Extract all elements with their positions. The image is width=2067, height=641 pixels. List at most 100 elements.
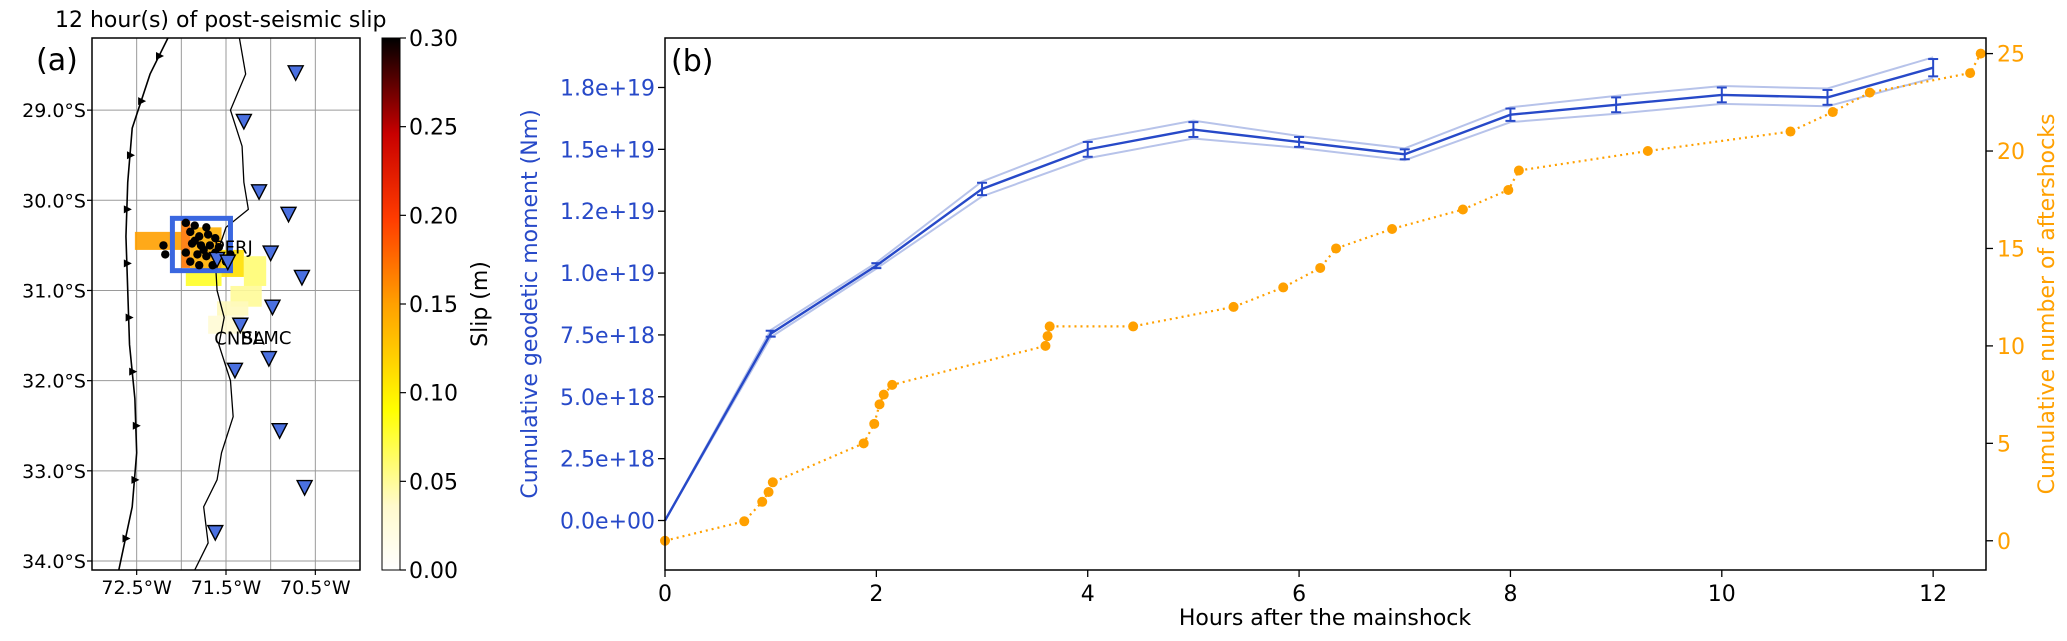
aftershock-count-point xyxy=(1387,223,1398,234)
y-left-tick-label: 5.0e+18 xyxy=(560,386,655,411)
aftershock-count-point xyxy=(1503,185,1514,195)
aftershock-count-point xyxy=(1513,165,1524,176)
slip-patch xyxy=(185,272,222,286)
aftershock-count-point xyxy=(1044,321,1055,332)
gnss-station-icon xyxy=(226,362,244,380)
aftershock-count-point xyxy=(763,487,774,498)
plot-b-ticks: 0 2 4 6 8 10 12 0.0e+00 2.5e+18 5.0e+18 7.5e+18 1.0… xyxy=(560,43,2025,607)
x-tick-label: 12 xyxy=(1919,582,1947,607)
aftershock-point xyxy=(159,241,168,250)
trench-tooth xyxy=(122,534,131,543)
gnss-station-icon xyxy=(231,317,249,335)
aftershock-point xyxy=(199,245,208,255)
aftershock-count-point xyxy=(1228,301,1239,312)
gnss-station-icon xyxy=(206,524,224,542)
gnss-station-icon xyxy=(293,269,311,287)
aftershock-point xyxy=(203,230,213,239)
lat-tick-label: 33.0°S xyxy=(22,461,86,483)
y-right-tick-label: 10 xyxy=(1997,335,2025,360)
aftershock-point xyxy=(205,241,215,250)
gnss-station-icon xyxy=(235,113,253,131)
gnss-station-icon xyxy=(287,65,305,82)
y-right-tick-label: 0 xyxy=(1997,530,2011,555)
aftershock-count-point xyxy=(1315,262,1326,273)
station-label: SLMC xyxy=(242,328,292,349)
y-right-tick-label: 15 xyxy=(1997,237,2025,262)
station-label: PFRJ xyxy=(214,238,253,259)
aftershock-point xyxy=(186,227,195,237)
colorbar-label: Slip (m) xyxy=(468,261,493,347)
trench-tooth xyxy=(138,97,147,106)
aftershock-point xyxy=(190,236,199,246)
x-tick-label: 2 xyxy=(869,582,883,607)
lat-tick-label: 31.0°S xyxy=(22,280,86,302)
aftershock-count-line xyxy=(664,53,1982,542)
aftershock-count-point xyxy=(858,438,869,449)
gnss-station-icon xyxy=(263,299,282,317)
aftershock-point xyxy=(195,261,204,270)
aftershock-count-point xyxy=(1040,340,1051,351)
trench-tooth xyxy=(156,52,164,61)
lon-tick-label: 71.5°W xyxy=(191,577,262,599)
map-ticks: 72.5°W 71.5°W 70.5°W 29.0°S 30.0°S 31.0°S 32.0… xyxy=(22,100,351,599)
y-right-tick-label: 25 xyxy=(1997,43,2025,68)
trench-tooth xyxy=(132,421,141,430)
lat-tick-label: 34.0°S xyxy=(22,551,86,573)
y-left-tick-label: 1.8e+19 xyxy=(560,76,655,101)
trench-tooth xyxy=(123,205,132,214)
lat-tick-label: 29.0°S xyxy=(22,100,86,122)
y-left-tick-label: 7.5e+18 xyxy=(560,324,655,349)
x-tick-label: 6 xyxy=(1292,582,1306,607)
lon-tick-label: 72.5°W xyxy=(101,577,172,599)
plot-b-background xyxy=(665,38,1986,570)
plot-b-area xyxy=(665,38,1986,570)
y-axis-left-label: Cumulative geodetic moment (Nm) xyxy=(518,109,543,498)
y-right-tick-label: 5 xyxy=(1997,432,2011,457)
colorbar-tick-label: 0.10 xyxy=(409,382,458,407)
aftershock-count-point xyxy=(1975,48,1986,59)
rupture-outline xyxy=(169,215,233,274)
aftershock-point xyxy=(202,223,211,232)
aftershock-count-point xyxy=(869,418,880,429)
x-tick-label: 0 xyxy=(658,582,672,607)
aftershock-count-point xyxy=(757,496,768,507)
aftershock-point xyxy=(193,250,202,259)
trench-tooth xyxy=(131,475,140,484)
x-axis-label: Hours after the mainshock xyxy=(1179,606,1472,631)
y-left-tick-label: 1.5e+19 xyxy=(560,138,655,163)
aftershock-point xyxy=(181,248,190,257)
y-left-tick-label: 0.0e+00 xyxy=(560,510,655,535)
y-axis-right-label: Cumulative number of aftershocks xyxy=(2035,114,2060,495)
subduction-trench xyxy=(118,38,169,570)
lat-tick-label: 32.0°S xyxy=(22,371,86,393)
slip-patch xyxy=(181,218,191,268)
gnss-station-icon xyxy=(270,423,289,440)
trench-tooth xyxy=(129,367,138,376)
colorbar-tick-label: 0.05 xyxy=(409,470,458,495)
gnss-station-icon xyxy=(262,245,280,263)
aftershock-count-point xyxy=(1128,321,1139,332)
trench-tooth xyxy=(123,259,132,268)
colorbar-ticks: 0.30 0.25 0.20 0.15 0.10 0.05 0.00 xyxy=(400,27,458,584)
aftershock-point xyxy=(161,250,170,259)
aftershock-count-point xyxy=(767,477,778,488)
aftershock-count-point xyxy=(874,399,885,410)
trench-tooth xyxy=(126,151,135,160)
x-tick-label: 8 xyxy=(1503,582,1517,607)
aftershock-count-point xyxy=(1785,126,1796,137)
y-left-tick-label: 2.5e+18 xyxy=(560,448,655,473)
slip-patch xyxy=(217,301,249,316)
gnss-station-icon xyxy=(219,254,237,272)
aftershock-point xyxy=(202,252,211,261)
lon-tick-label: 70.5°W xyxy=(280,577,351,599)
gnss-station-icon xyxy=(295,479,314,497)
coastline xyxy=(194,38,250,570)
aftershock-point xyxy=(186,257,195,266)
panel-b: (b) 0 2 4 6 8 10 12 0.0e+00 2.5e+18 5.0e+18 7.5e+1… xyxy=(518,37,2060,631)
aftershock-count-point xyxy=(1965,68,1976,79)
panel-a-title: 12 hour(s) of post-seismic slip xyxy=(55,8,387,33)
panel-b-label: (b) xyxy=(671,44,713,79)
gnss-station-icon xyxy=(260,350,278,368)
